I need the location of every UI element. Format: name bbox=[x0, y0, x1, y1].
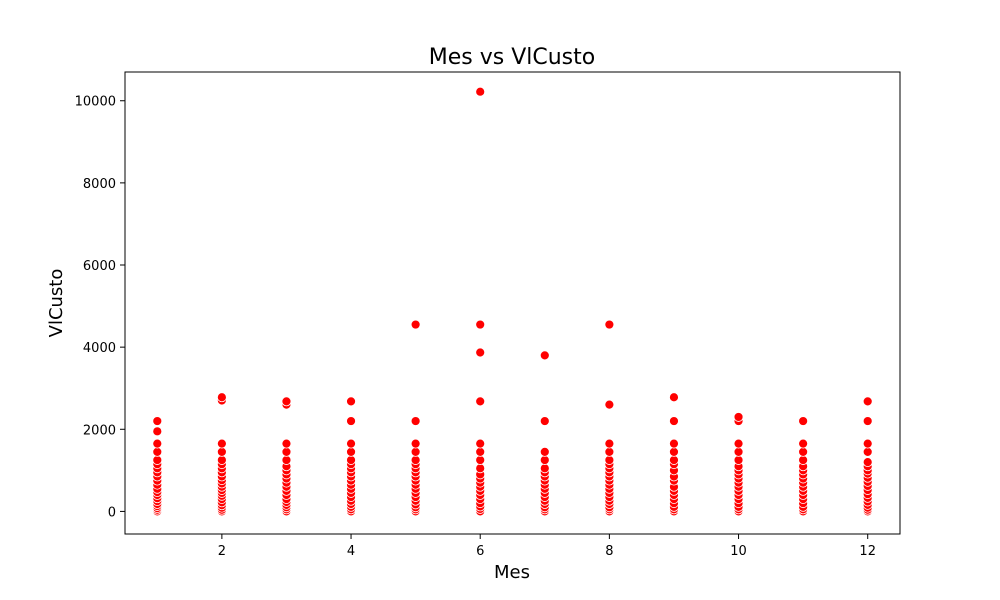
data-point bbox=[475, 319, 486, 330]
data-point bbox=[410, 416, 421, 426]
x-tick-label: 4 bbox=[347, 544, 355, 559]
data-point bbox=[216, 446, 227, 457]
data-point bbox=[346, 446, 356, 457]
y-tick-label: 2000 bbox=[83, 423, 116, 438]
y-tick-label: 0 bbox=[108, 505, 116, 520]
data-point bbox=[410, 438, 421, 449]
data-point bbox=[539, 350, 550, 361]
data-point bbox=[475, 446, 486, 457]
data-point bbox=[862, 446, 873, 457]
data-point bbox=[475, 438, 486, 449]
data-point bbox=[410, 319, 421, 330]
data-point bbox=[539, 455, 550, 465]
data-point bbox=[604, 319, 615, 330]
y-tick-label: 8000 bbox=[83, 177, 116, 192]
data-point bbox=[669, 392, 679, 403]
data-point bbox=[733, 412, 744, 422]
data-point bbox=[281, 438, 292, 449]
data-point bbox=[346, 455, 356, 465]
chart-title: Mes vs VlCusto bbox=[429, 45, 595, 70]
x-tick-label: 8 bbox=[605, 544, 613, 559]
data-point bbox=[539, 446, 550, 457]
data-point bbox=[410, 455, 421, 465]
data-point bbox=[475, 455, 486, 465]
x-tick-label: 12 bbox=[859, 544, 876, 559]
data-point bbox=[475, 463, 486, 474]
data-point bbox=[798, 416, 809, 426]
data-point bbox=[152, 416, 163, 426]
data-point bbox=[281, 455, 292, 465]
data-point bbox=[475, 396, 486, 407]
data-point bbox=[410, 446, 421, 457]
x-axis-label: Mes bbox=[494, 562, 530, 583]
y-axis-label: VlCusto bbox=[46, 269, 67, 338]
data-point bbox=[475, 347, 486, 358]
data-point bbox=[152, 438, 163, 449]
y-tick-label: 4000 bbox=[83, 341, 116, 356]
data-point bbox=[216, 438, 227, 449]
data-point bbox=[862, 457, 873, 468]
data-point bbox=[862, 416, 873, 426]
data-point bbox=[798, 446, 809, 457]
data-point bbox=[539, 463, 550, 474]
data-points bbox=[152, 86, 873, 517]
data-point bbox=[733, 446, 744, 457]
data-point bbox=[346, 438, 356, 449]
data-point bbox=[346, 416, 356, 426]
data-point bbox=[152, 446, 163, 457]
data-point bbox=[281, 396, 292, 407]
data-point bbox=[216, 392, 227, 403]
data-point bbox=[669, 455, 679, 465]
plot-area-frame bbox=[124, 71, 901, 535]
data-point bbox=[346, 396, 356, 407]
x-tick-label: 6 bbox=[476, 544, 484, 559]
data-point bbox=[604, 438, 615, 449]
data-point bbox=[152, 455, 163, 465]
data-point bbox=[475, 86, 486, 97]
data-point bbox=[669, 438, 679, 449]
data-point bbox=[152, 426, 163, 437]
data-point bbox=[281, 446, 292, 457]
y-axis: 0 2000 4000 6000 8000 10000 bbox=[75, 95, 125, 520]
x-tick-label: 2 bbox=[218, 544, 226, 559]
data-point bbox=[733, 455, 744, 465]
y-tick-label: 10000 bbox=[75, 95, 116, 110]
x-tick-label: 10 bbox=[730, 544, 747, 559]
data-point bbox=[798, 438, 809, 449]
data-point bbox=[604, 446, 615, 457]
data-point bbox=[539, 416, 550, 426]
data-point bbox=[862, 438, 873, 449]
data-point bbox=[733, 438, 744, 449]
data-point bbox=[669, 416, 679, 426]
data-point bbox=[604, 455, 615, 465]
x-axis: 2 4 6 8 10 12 bbox=[218, 534, 876, 559]
data-point bbox=[862, 396, 873, 407]
data-point bbox=[669, 446, 679, 457]
data-point bbox=[798, 455, 809, 465]
data-point bbox=[604, 399, 615, 410]
y-tick-label: 6000 bbox=[83, 259, 116, 274]
data-point bbox=[216, 455, 227, 465]
